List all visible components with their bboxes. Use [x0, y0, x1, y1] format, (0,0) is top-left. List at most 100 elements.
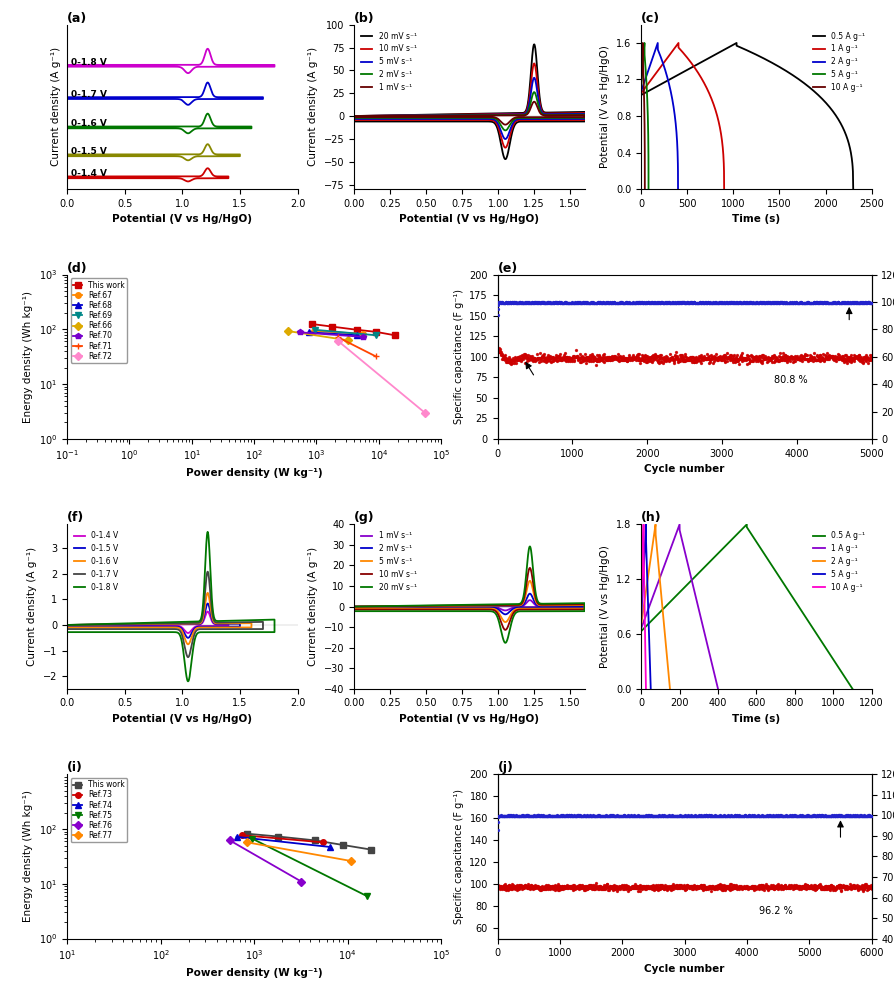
- Point: [832, 807, 847, 823]
- Point: [810, 807, 824, 823]
- Point: [695, 294, 709, 310]
- Point: [806, 879, 821, 895]
- Point: [845, 294, 859, 310]
- Point: [502, 877, 517, 893]
- Point: [654, 808, 669, 824]
- Point: [610, 350, 624, 366]
- Point: [492, 879, 506, 895]
- Point: [822, 808, 837, 824]
- Point: [573, 808, 587, 824]
- Point: [757, 878, 772, 894]
- Point: [712, 294, 726, 310]
- Point: [538, 808, 552, 824]
- Point: [504, 352, 519, 368]
- Point: [702, 355, 716, 370]
- Point: [497, 877, 511, 893]
- Point: [524, 877, 538, 893]
- Point: [772, 294, 787, 310]
- Point: [740, 348, 755, 364]
- Point: [674, 808, 688, 824]
- Point: [679, 350, 693, 366]
- Point: [841, 294, 856, 310]
- Point: [623, 351, 637, 367]
- Point: [513, 808, 527, 824]
- Point: [773, 881, 788, 897]
- Point: [586, 881, 601, 897]
- Point: [772, 808, 786, 824]
- Point: [523, 878, 537, 894]
- Point: [750, 880, 764, 896]
- Point: [654, 808, 668, 824]
- Point: [668, 808, 682, 824]
- Point: [639, 807, 654, 823]
- Point: [502, 294, 517, 310]
- Point: [856, 878, 871, 894]
- Point: [551, 882, 565, 898]
- Point: [552, 876, 566, 892]
- Point: [538, 294, 552, 310]
- Point: [830, 879, 844, 895]
- Point: [595, 352, 609, 368]
- Point: [671, 294, 686, 310]
- Point: [829, 807, 843, 823]
- Point: [633, 883, 647, 899]
- Ref.73: [318, 837, 329, 849]
- Point: [695, 808, 709, 824]
- Point: [728, 807, 742, 823]
- Point: [493, 808, 508, 824]
- Point: [803, 348, 817, 364]
- Point: [784, 295, 798, 311]
- Point: [626, 351, 640, 367]
- Point: [536, 295, 551, 311]
- Point: [707, 294, 721, 310]
- Point: [744, 294, 758, 310]
- Point: [842, 294, 856, 310]
- Point: [827, 352, 841, 368]
- Point: [595, 294, 609, 310]
- Point: [828, 294, 842, 310]
- Point: [767, 294, 781, 310]
- Point: [652, 294, 666, 310]
- Point: [741, 807, 755, 823]
- Point: [701, 294, 715, 310]
- Point: [772, 807, 787, 823]
- Point: [557, 878, 571, 894]
- Point: [663, 878, 678, 894]
- Point: [545, 808, 560, 824]
- Point: [788, 807, 802, 823]
- Point: [608, 351, 622, 367]
- Point: [721, 294, 735, 310]
- Point: [593, 294, 607, 310]
- Point: [777, 352, 791, 368]
- Point: [626, 878, 640, 894]
- Point: [685, 294, 699, 310]
- Point: [500, 808, 514, 824]
- Point: [726, 808, 740, 824]
- Point: [543, 294, 557, 310]
- Point: [674, 348, 688, 364]
- Point: [493, 345, 507, 361]
- Point: [586, 877, 601, 893]
- Point: [662, 879, 676, 895]
- Point: [793, 294, 807, 310]
- Point: [734, 351, 748, 367]
- Point: [782, 295, 797, 311]
- Point: [527, 808, 542, 824]
- Point: [613, 294, 628, 310]
- Point: [654, 347, 668, 363]
- Point: [569, 879, 583, 895]
- Point: [593, 808, 607, 824]
- Point: [578, 294, 593, 310]
- Point: [637, 348, 652, 364]
- Point: [650, 881, 664, 897]
- Point: [651, 294, 665, 310]
- Point: [575, 294, 589, 310]
- Point: [683, 808, 697, 824]
- Point: [851, 881, 865, 897]
- Point: [583, 876, 597, 892]
- Point: [707, 350, 721, 366]
- Point: [847, 294, 861, 310]
- Point: [839, 352, 853, 368]
- Point: [758, 294, 772, 310]
- Point: [628, 294, 643, 310]
